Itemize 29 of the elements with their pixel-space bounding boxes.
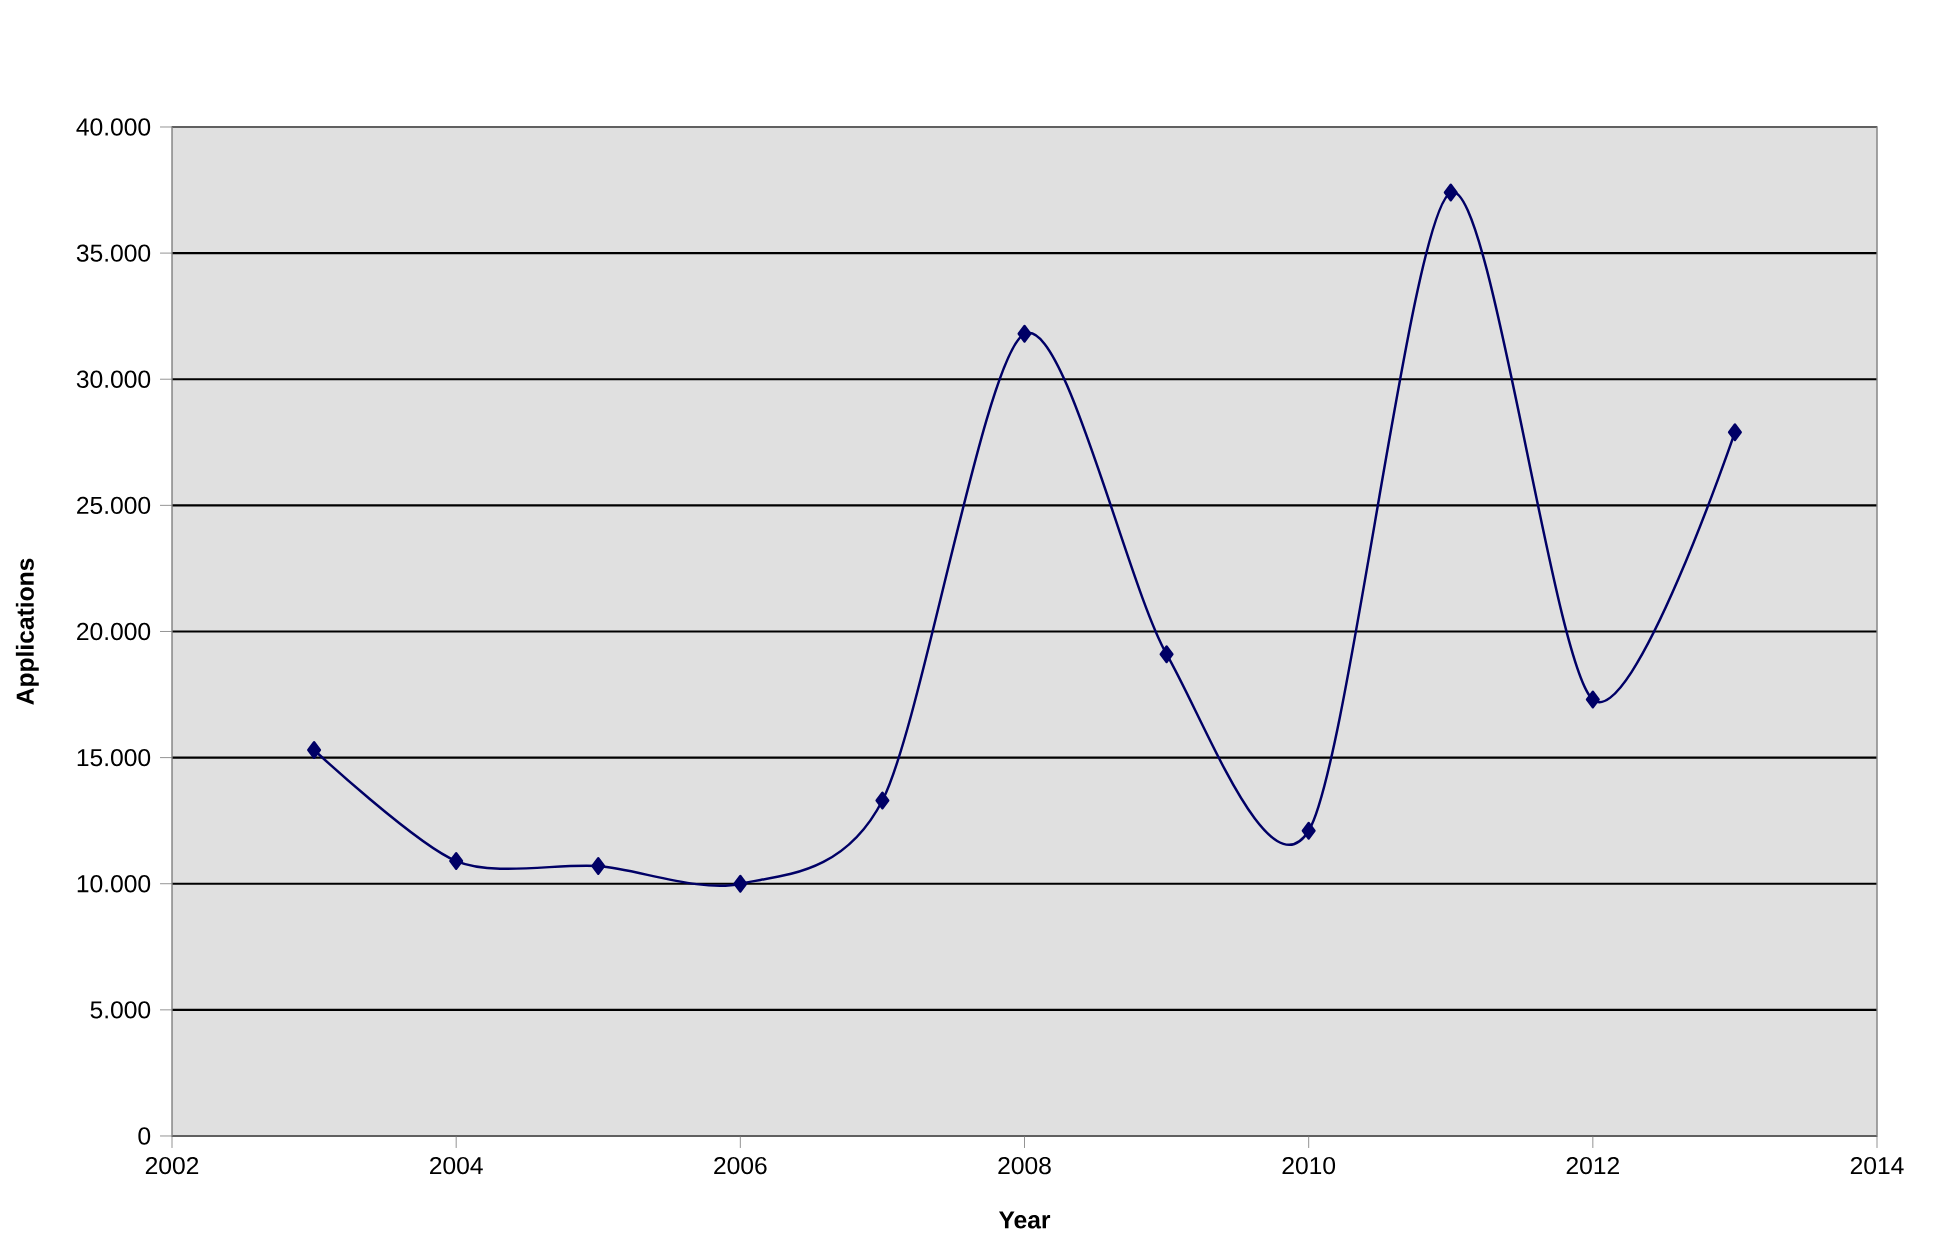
point — [1159, 645, 1174, 664]
point — [449, 852, 464, 870]
y-tick-label: 5.000 — [90, 1001, 151, 1019]
point — [307, 741, 322, 759]
point — [1017, 324, 1032, 343]
y-tick-label: 35.000 — [76, 244, 151, 262]
y-tick-label: 15.000 — [77, 748, 151, 767]
x-tick-label: 2006 — [714, 1156, 767, 1175]
point — [733, 874, 748, 893]
point — [1301, 821, 1316, 840]
x-tick-label: 2014 — [1850, 1156, 1904, 1175]
y-tick-label: 20.000 — [77, 622, 151, 641]
x-axis-title: Year — [998, 1211, 1051, 1229]
y-tick-label: 25.000 — [77, 496, 151, 515]
point — [1585, 690, 1600, 709]
x-tick-label: 2008 — [998, 1156, 1051, 1175]
point — [1727, 423, 1742, 442]
x-tick-label: 2004 — [430, 1156, 483, 1175]
y-tick-label: 30.000 — [76, 370, 151, 388]
y-tick-label: 0 — [138, 1127, 151, 1145]
y-axis-title: Applications — [15, 558, 39, 705]
x-tick-label: 2010 — [1282, 1156, 1336, 1175]
x-tick-label: 2002 — [145, 1156, 199, 1175]
y-tick-label: 40.000 — [76, 118, 151, 136]
y-tick-label: 10.000 — [77, 875, 151, 893]
point — [1443, 183, 1458, 202]
x-tick-label: 2012 — [1566, 1156, 1619, 1175]
point — [591, 857, 606, 876]
point — [875, 791, 890, 810]
